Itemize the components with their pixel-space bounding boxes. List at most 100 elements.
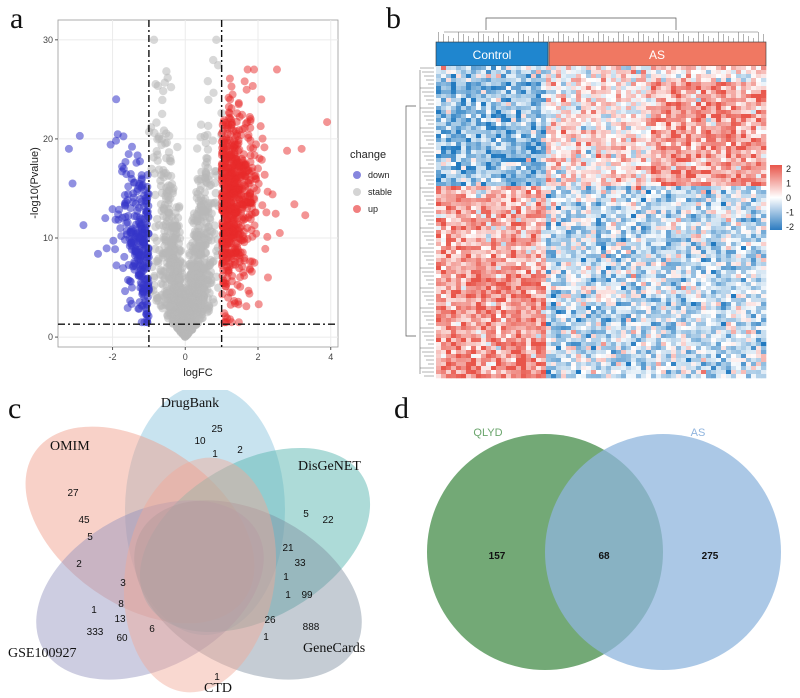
heatmap-cell bbox=[706, 82, 712, 87]
heatmap-cell bbox=[726, 74, 732, 79]
heatmap-cell bbox=[731, 186, 737, 191]
heatmap-cell bbox=[606, 90, 612, 95]
heatmap-cell bbox=[696, 186, 702, 191]
heatmap-cell bbox=[721, 66, 727, 71]
legend-label: stable bbox=[368, 187, 392, 197]
heatmap-cell bbox=[446, 86, 452, 91]
heatmap-cell bbox=[626, 174, 632, 179]
heatmap-cell bbox=[516, 126, 522, 131]
heatmap-cell bbox=[756, 138, 762, 143]
heatmap-cell bbox=[716, 178, 722, 183]
heatmap-cell bbox=[606, 114, 612, 119]
heatmap-cell bbox=[646, 134, 652, 139]
heatmap-cell bbox=[621, 126, 627, 131]
heatmap-cell bbox=[706, 78, 712, 83]
heatmap-cell bbox=[456, 66, 462, 71]
heatmap-cell bbox=[576, 86, 582, 91]
heatmap-cell bbox=[666, 78, 672, 83]
heatmap-cell bbox=[436, 218, 442, 223]
heatmap-cell bbox=[721, 146, 727, 151]
heatmap-cell bbox=[676, 186, 682, 191]
heatmap-cell bbox=[501, 182, 507, 187]
heatmap-cell bbox=[736, 194, 742, 199]
heatmap-cell bbox=[596, 210, 602, 215]
heatmap-cell bbox=[576, 142, 582, 147]
heatmap-cell bbox=[641, 94, 647, 99]
heatmap-cell bbox=[566, 166, 572, 171]
x-tick-label: -2 bbox=[109, 352, 117, 362]
heatmap-cell bbox=[661, 198, 667, 203]
point-up bbox=[229, 189, 238, 198]
heatmap-cell bbox=[471, 190, 477, 195]
heatmap-cell bbox=[451, 150, 457, 155]
point-up bbox=[297, 144, 306, 153]
point-down bbox=[133, 151, 142, 160]
heatmap-cell bbox=[471, 134, 477, 139]
point-down bbox=[120, 201, 129, 210]
heatmap-cell bbox=[761, 90, 767, 95]
heatmap-cell bbox=[571, 86, 577, 91]
heatmap-cell bbox=[671, 70, 677, 75]
heatmap-cell bbox=[456, 190, 462, 195]
heatmap-cell bbox=[701, 174, 707, 179]
heatmap-cell bbox=[711, 74, 717, 79]
heatmap-cell bbox=[656, 82, 662, 87]
heatmap-cell bbox=[621, 162, 627, 167]
heatmap-cell bbox=[586, 102, 592, 107]
heatmap-cell bbox=[561, 170, 567, 175]
heatmap-cell bbox=[696, 150, 702, 155]
heatmap-cell bbox=[741, 174, 747, 179]
heatmap-cell bbox=[496, 150, 502, 155]
heatmap-cell bbox=[451, 206, 457, 211]
heatmap-cell bbox=[681, 158, 687, 163]
heatmap-cell bbox=[686, 134, 692, 139]
heatmap-cell bbox=[646, 118, 652, 123]
heatmap-cell bbox=[586, 118, 592, 123]
heatmap-cell bbox=[471, 162, 477, 167]
heatmap-cell bbox=[536, 202, 542, 207]
heatmap-cell bbox=[551, 142, 557, 147]
heatmap-cell bbox=[616, 86, 622, 91]
heatmap-cell bbox=[636, 154, 642, 159]
heatmap-cell bbox=[541, 210, 547, 215]
heatmap-cell bbox=[621, 202, 627, 207]
heatmap-cell bbox=[671, 146, 677, 151]
heatmap-cell bbox=[636, 170, 642, 175]
heatmap-cell bbox=[561, 174, 567, 179]
heatmap-cell bbox=[751, 86, 757, 91]
heatmap-cell bbox=[446, 174, 452, 179]
heatmap-cell bbox=[591, 162, 597, 167]
heatmap-cell bbox=[471, 178, 477, 183]
heatmap-cell bbox=[551, 174, 557, 179]
heatmap-cell bbox=[741, 146, 747, 151]
heatmap-cell bbox=[476, 126, 482, 131]
heatmap-cell bbox=[551, 130, 557, 135]
heatmap-cell bbox=[451, 178, 457, 183]
heatmap-cell bbox=[481, 166, 487, 171]
heatmap-cell bbox=[686, 174, 692, 179]
heatmap-cell bbox=[726, 110, 732, 115]
heatmap-cell bbox=[526, 118, 532, 123]
heatmap-cell bbox=[481, 130, 487, 135]
heatmap-cell bbox=[661, 78, 667, 83]
heatmap-cell bbox=[721, 178, 727, 183]
point-stable bbox=[203, 145, 213, 154]
heatmap-cell bbox=[571, 182, 577, 187]
heatmap-cell bbox=[666, 110, 672, 115]
heatmap-cell bbox=[641, 134, 647, 139]
heatmap-cell bbox=[686, 70, 692, 75]
x-tick-label: 2 bbox=[255, 352, 260, 362]
heatmap-cell bbox=[661, 206, 667, 211]
heatmap-cell bbox=[571, 126, 577, 131]
heatmap-cell bbox=[566, 90, 572, 95]
heatmap-cell bbox=[711, 138, 717, 143]
heatmap-cell bbox=[721, 214, 727, 219]
heatmap-cell bbox=[676, 182, 682, 187]
heatmap-cell bbox=[591, 210, 597, 215]
heatmap-cell bbox=[446, 82, 452, 87]
heatmap-cell bbox=[531, 154, 537, 159]
heatmap-cell bbox=[536, 170, 542, 175]
heatmap-cell bbox=[621, 82, 627, 87]
heatmap-cell bbox=[661, 162, 667, 167]
heatmap-cell bbox=[481, 158, 487, 163]
